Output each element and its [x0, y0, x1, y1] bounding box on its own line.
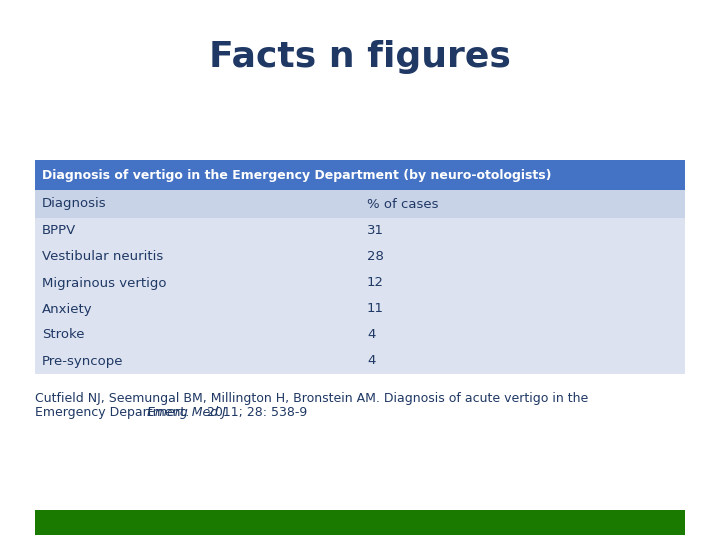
Text: Migrainous vertigo: Migrainous vertigo — [42, 276, 166, 289]
Text: Emergency Department.: Emergency Department. — [35, 406, 193, 419]
Text: Diagnosis: Diagnosis — [42, 198, 107, 211]
Text: 2011; 28: 538-9: 2011; 28: 538-9 — [203, 406, 307, 419]
Bar — [35, 218, 685, 374]
Text: BPPV: BPPV — [42, 225, 76, 238]
Text: Stroke: Stroke — [42, 328, 84, 341]
Text: 12: 12 — [367, 276, 384, 289]
Text: 11: 11 — [367, 302, 384, 315]
Text: Pre-syncope: Pre-syncope — [42, 354, 124, 368]
Text: Vestibular neuritis: Vestibular neuritis — [42, 251, 163, 264]
Text: 4: 4 — [367, 354, 375, 368]
Bar — [35, 160, 685, 190]
Bar — [35, 190, 685, 218]
Text: Facts n figures: Facts n figures — [209, 40, 511, 74]
Text: 31: 31 — [367, 225, 384, 238]
Text: Diagnosis of vertigo in the Emergency Department (by neuro-otologists): Diagnosis of vertigo in the Emergency De… — [42, 168, 552, 181]
Text: 4: 4 — [367, 328, 375, 341]
Text: Anxiety: Anxiety — [42, 302, 93, 315]
Text: 28: 28 — [367, 251, 384, 264]
Text: Cutfield NJ, Seemungal BM, Millington H, Bronstein AM. Diagnosis of acute vertig: Cutfield NJ, Seemungal BM, Millington H,… — [35, 392, 588, 405]
Text: Emerg Med J: Emerg Med J — [147, 406, 226, 419]
Bar — [35, 510, 685, 535]
Text: % of cases: % of cases — [367, 198, 438, 211]
